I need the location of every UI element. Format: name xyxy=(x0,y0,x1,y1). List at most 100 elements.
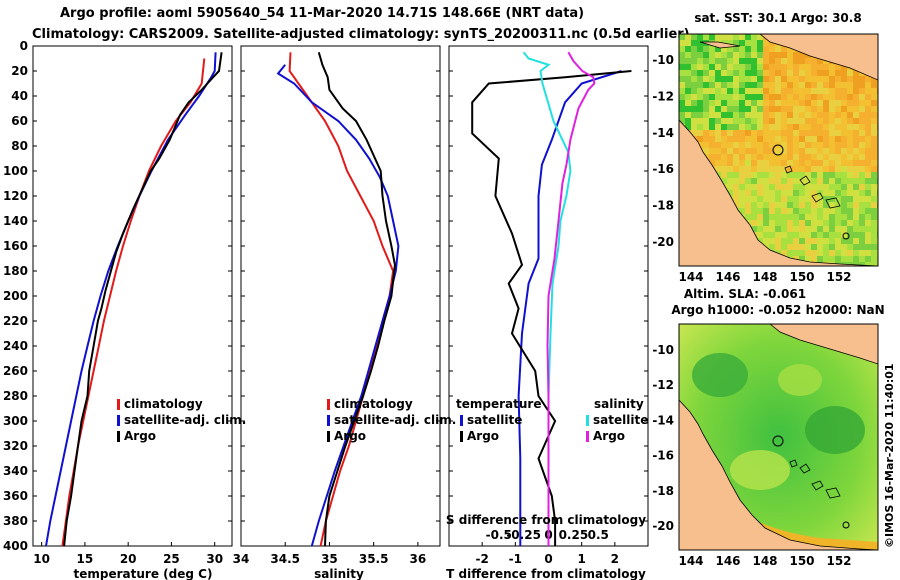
sst-pixel xyxy=(769,238,775,244)
sst-pixel xyxy=(799,232,805,238)
sst-pixel xyxy=(745,58,751,64)
sst-pixel xyxy=(793,184,799,190)
sst-pixel xyxy=(805,124,811,130)
sst-pixel xyxy=(691,124,697,130)
sst-pixel xyxy=(727,106,733,112)
map-lat-tick: -14 xyxy=(652,126,674,140)
sla-map-frame xyxy=(678,323,879,551)
sst-pixel xyxy=(745,88,751,94)
sst-pixel xyxy=(769,148,775,154)
temperature-xtick-label: 25 xyxy=(163,552,180,566)
sst-pixel xyxy=(757,172,763,178)
sst-pixel xyxy=(745,208,751,214)
sst-pixel xyxy=(679,118,685,124)
sst-pixel xyxy=(841,136,847,142)
sst-pixel xyxy=(697,112,703,118)
sst-pixel xyxy=(715,130,721,136)
sst-pixel xyxy=(703,106,709,112)
sst-pixel xyxy=(715,52,721,58)
sst-pixel xyxy=(835,118,841,124)
sst-pixel xyxy=(781,52,787,58)
sst-pixel xyxy=(817,142,823,148)
sst-pixel xyxy=(727,46,733,52)
map-lat-tick: -18 xyxy=(652,199,674,213)
sst-pixel xyxy=(835,184,841,190)
sst-pixel xyxy=(841,166,847,172)
sst-pixel xyxy=(691,76,697,82)
sst-pixel xyxy=(841,178,847,184)
sst-pixel xyxy=(739,118,745,124)
sst-pixel xyxy=(745,64,751,70)
sst-pixel xyxy=(841,76,847,82)
sst-pixel xyxy=(847,166,853,172)
sst-pixel xyxy=(727,100,733,106)
sst-pixel xyxy=(787,82,793,88)
sst-pixel xyxy=(757,154,763,160)
sst-pixel xyxy=(811,256,817,262)
sst-pixel xyxy=(691,34,697,40)
legend-swatch xyxy=(327,431,330,442)
sst-pixel xyxy=(829,100,835,106)
sst-pixel xyxy=(793,244,799,250)
sst-pixel xyxy=(829,172,835,178)
sst-pixel xyxy=(679,88,685,94)
sst-pixel xyxy=(823,142,829,148)
sst-pixel xyxy=(805,250,811,256)
sst-pixel xyxy=(787,190,793,196)
sst-pixel xyxy=(751,154,757,160)
sst-pixel xyxy=(739,172,745,178)
sst-pixel xyxy=(781,220,787,226)
sst-pixel xyxy=(727,64,733,70)
sst-pixel xyxy=(727,148,733,154)
sst-pixel xyxy=(805,82,811,88)
legend-swatch xyxy=(586,431,589,442)
sst-pixel xyxy=(817,76,823,82)
sst-pixel xyxy=(751,202,757,208)
sst-pixel xyxy=(757,100,763,106)
sst-pixel xyxy=(757,196,763,202)
sst-pixel xyxy=(679,52,685,58)
sst-pixel xyxy=(745,202,751,208)
sst-pixel xyxy=(769,130,775,136)
sst-pixel xyxy=(859,160,865,166)
sst-pixel xyxy=(859,238,865,244)
sst-pixel xyxy=(799,88,805,94)
sst-pixel xyxy=(721,34,727,40)
sst-pixel xyxy=(763,130,769,136)
sst-pixel xyxy=(811,100,817,106)
sst-pixel xyxy=(757,40,763,46)
sst-pixel xyxy=(781,166,787,172)
sst-pixel xyxy=(847,172,853,178)
sst-pixel xyxy=(733,76,739,82)
sst-pixel xyxy=(763,76,769,82)
depth-tick-label: 340 xyxy=(3,464,28,478)
sst-pixel xyxy=(703,34,709,40)
sst-pixel xyxy=(769,172,775,178)
legend-swatch xyxy=(460,431,463,442)
sst-pixel xyxy=(769,100,775,106)
sst-pixel xyxy=(829,166,835,172)
sst-pixel xyxy=(793,190,799,196)
sst-pixel xyxy=(691,130,697,136)
title-line-1: Argo profile: aoml 5905640_54 11-Mar-202… xyxy=(60,6,585,21)
sst-pixel xyxy=(781,190,787,196)
sst-pixel xyxy=(715,100,721,106)
map-lon-tick: 148 xyxy=(752,270,777,284)
sst-pixel xyxy=(685,46,691,52)
sst-pixel xyxy=(781,208,787,214)
sst-pixel xyxy=(745,100,751,106)
sst-pixel xyxy=(841,214,847,220)
sst-pixel xyxy=(829,214,835,220)
sst-pixel xyxy=(871,124,877,130)
sst-pixel xyxy=(853,130,859,136)
sst-pixel xyxy=(757,34,763,40)
sst-pixel xyxy=(691,94,697,100)
sst-pixel xyxy=(829,106,835,112)
sst-pixel xyxy=(817,226,823,232)
sst-pixel xyxy=(865,166,871,172)
sst-pixel xyxy=(853,202,859,208)
sst-pixel xyxy=(745,106,751,112)
sst-pixel xyxy=(829,142,835,148)
sst-pixel xyxy=(823,124,829,130)
legend-swatch xyxy=(117,399,120,410)
